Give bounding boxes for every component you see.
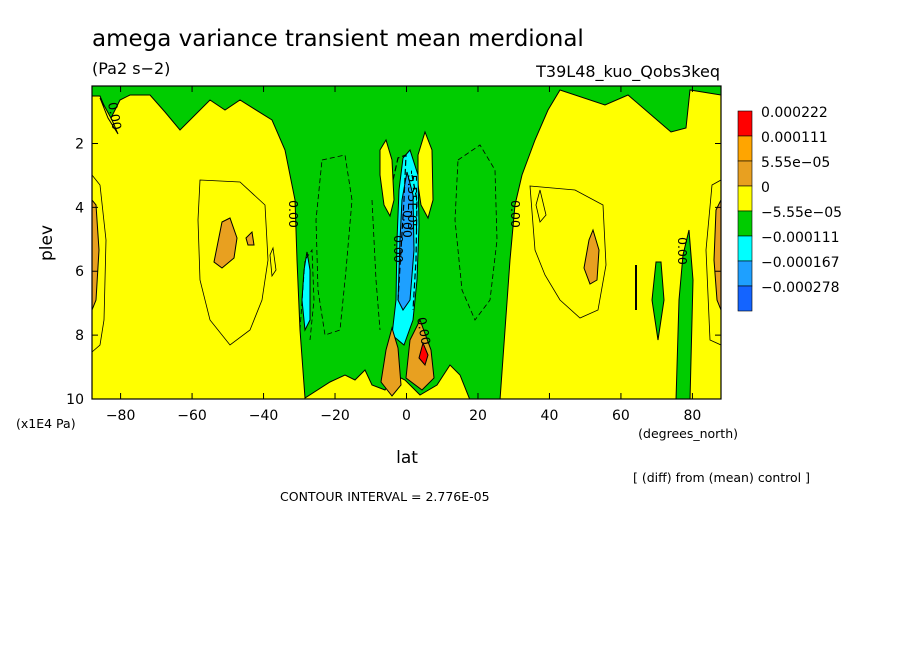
contour-label: 0.00 (391, 235, 406, 263)
x-tick-label: 60 (612, 408, 630, 424)
legend-swatch (737, 135, 753, 162)
y-tick-label: 4 (75, 200, 84, 216)
contour-line-negative (371, 199, 381, 331)
x-axis: −80 −60 −40 −20 0 20 40 60 80 (106, 86, 701, 424)
legend-label: 5.55e−05 (761, 155, 830, 171)
fill-negative-right-sliver (651, 261, 665, 341)
y-tick-label: 2 (75, 136, 84, 152)
contour-label: 0.00 (286, 200, 301, 228)
legend-swatch (737, 260, 753, 287)
x-tick-label: −20 (320, 408, 350, 424)
contour-line-negative (315, 154, 353, 336)
legend-label: −0.000111 (761, 230, 840, 246)
contour-line (92, 174, 107, 353)
x-tick-label: −60 (177, 408, 207, 424)
fill-positive-left-blob (213, 217, 238, 269)
x-axis-units: (degrees_north) (638, 426, 738, 441)
legend-swatch (737, 110, 753, 137)
contour-interval: CONTOUR INTERVAL = 2.776E-05 (280, 489, 490, 504)
contour-label: -5.55E-05 (405, 170, 420, 231)
contour-label: 0.00 (675, 237, 690, 265)
y-tick-label: 6 (75, 264, 84, 280)
units-label: (Pa2 s−2) (92, 59, 170, 78)
fill-positive-tongue (99, 97, 119, 135)
fill-positive-island-left (379, 138, 395, 218)
contour-line (269, 246, 277, 278)
legend-label: −5.55e−05 (761, 205, 842, 221)
legend-label: −0.000278 (761, 280, 840, 296)
y-tick-label: 8 (75, 328, 84, 344)
legend-swatch (737, 185, 753, 212)
legend-label: 0.000111 (761, 130, 828, 146)
contour-label: 0.00 (508, 200, 523, 228)
contour-line (705, 179, 721, 346)
run-id-label: T39L48_kuo_Qobs3keq (535, 62, 720, 82)
contour-line-negative (454, 144, 498, 321)
contour-line-negative (392, 154, 407, 301)
contour-label: 0.00 (105, 101, 125, 131)
diff-note: [ (diff) from (mean) control ] (633, 470, 810, 485)
legend-label: −0.000167 (761, 255, 840, 271)
legend-label: 0 (761, 180, 770, 196)
legend-swatch (737, 160, 753, 187)
fill-negative-right-column (675, 229, 694, 399)
fill-positive-right-blob (583, 228, 600, 285)
contour-label: 0.00 (400, 210, 415, 238)
x-axis-label: lat (396, 448, 418, 468)
chart-title: amega variance transient mean merdional (92, 26, 584, 52)
fill-positive-edge-right (713, 199, 721, 311)
contour-line (535, 189, 547, 223)
color-legend: 0.000222 0.000111 5.55e−05 0 −5.55e−05 −0.000… (737, 105, 842, 312)
x-tick-label: 40 (541, 408, 559, 424)
x-tick-label: 20 (469, 408, 487, 424)
y-axis-units: (x1E4 Pa) (16, 416, 76, 431)
y-axis: 2 4 6 8 10 (66, 136, 721, 408)
fill-positive-left-small (245, 230, 255, 246)
fill-positive-edge-left (92, 199, 100, 311)
y-axis-label: plev (37, 225, 57, 261)
contour-line (197, 179, 269, 346)
fill-negative-blue-core (397, 171, 415, 311)
y-tick-label: 10 (66, 392, 84, 408)
contour-label: 0.00 (414, 316, 434, 346)
x-tick-label: −40 (249, 408, 279, 424)
contour-line-negative (411, 174, 418, 311)
legend-label: 0.000222 (761, 105, 828, 121)
legend-swatch (737, 235, 753, 262)
plot-area: 0.00 0.00 0.00 0.00 0.00 0.00 -5.55E-05 … (92, 86, 721, 399)
contour-line-negative (299, 248, 315, 341)
legend-swatch (737, 285, 753, 312)
legend-swatch (737, 210, 753, 237)
x-tick-label: 80 (683, 408, 701, 424)
contour-line (529, 185, 607, 319)
x-tick-label: 0 (402, 408, 411, 424)
x-tick-label: −80 (106, 408, 136, 424)
fill-positive-max-red (418, 341, 429, 367)
fill-positive-low-left (380, 326, 402, 397)
